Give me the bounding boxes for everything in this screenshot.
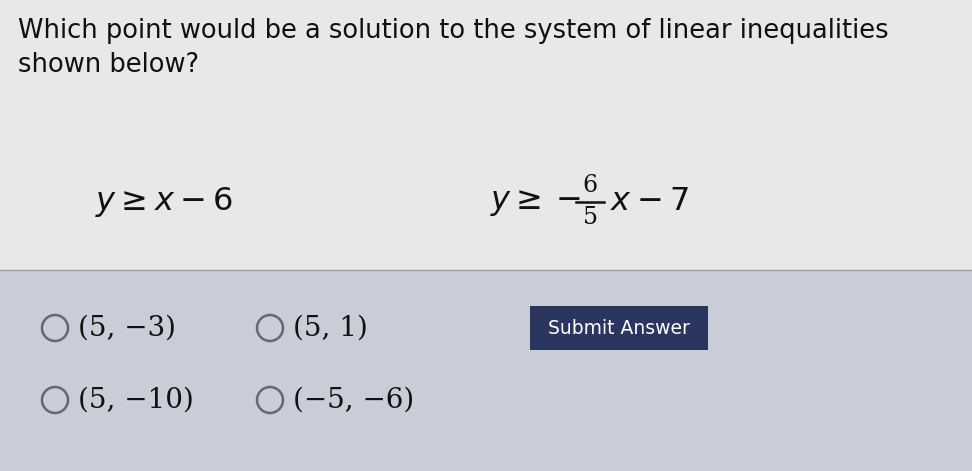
Text: $y \geq x - 6$: $y \geq x - 6$	[95, 185, 232, 219]
Text: Submit Answer: Submit Answer	[548, 318, 690, 338]
Text: Which point would be a solution to the system of linear inequalities: Which point would be a solution to the s…	[18, 18, 888, 44]
Text: $x - 7$: $x - 7$	[610, 187, 689, 218]
Text: (5, 1): (5, 1)	[293, 315, 367, 341]
Text: (5, −10): (5, −10)	[78, 387, 193, 414]
Text: $y \geq -$: $y \geq -$	[490, 187, 580, 218]
Text: (−5, −6): (−5, −6)	[293, 387, 414, 414]
Text: shown below?: shown below?	[18, 52, 199, 78]
Text: (5, −3): (5, −3)	[78, 315, 176, 341]
FancyBboxPatch shape	[0, 0, 972, 270]
Text: 6: 6	[582, 174, 598, 197]
Text: 5: 5	[582, 206, 598, 229]
FancyBboxPatch shape	[530, 306, 708, 350]
FancyBboxPatch shape	[0, 270, 972, 471]
